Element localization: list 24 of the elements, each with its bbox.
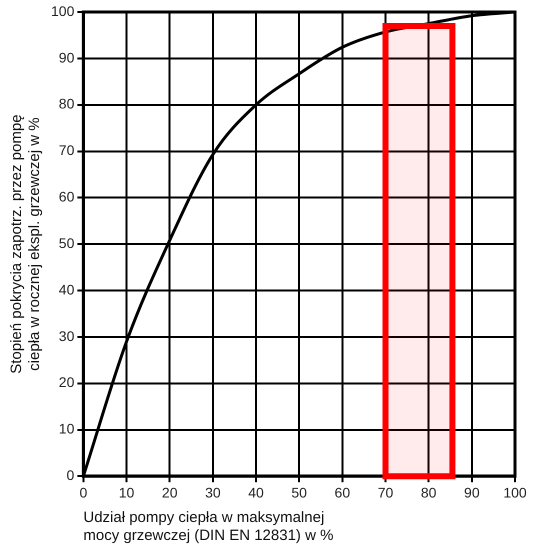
y-tick-label: 30 [58,328,75,344]
y-tick-label: 60 [58,188,75,205]
x-tick-label: 100 [503,484,527,500]
x-tick-label: 10 [118,484,135,500]
y-tick-label: 40 [58,281,75,298]
y-tick-label: 90 [58,49,75,66]
x-tick-label: 40 [248,484,264,500]
x-tick-label: 20 [162,484,178,500]
x-tick-label: 50 [291,484,308,500]
y-tick-label: 70 [58,142,75,158]
x-tick-label: 0 [79,484,88,500]
x-tick-label: 80 [420,484,437,500]
y-tick-label: 0 [66,467,75,484]
x-tick-label: 60 [334,484,350,500]
x-axis-title: Udział pompy ciepła w maksymalnej mocy grzewczej (DIN EN 12831) w % [83,509,334,544]
y-tick-label: 50 [58,234,75,251]
y-axis-title: Stopień pokrycia zapotrz. przez pompę ciepła w rocznej ekspl. grzewczej w % [8,114,44,374]
x-tick-label: 30 [205,484,221,500]
y-tick-label: 20 [58,374,75,390]
x-tick-label: 70 [378,484,394,500]
y-tick-label: 100 [51,2,75,19]
y-tick-label: 10 [58,420,75,437]
x-tick-label: 90 [464,484,480,500]
y-tick-label: 80 [58,96,75,112]
